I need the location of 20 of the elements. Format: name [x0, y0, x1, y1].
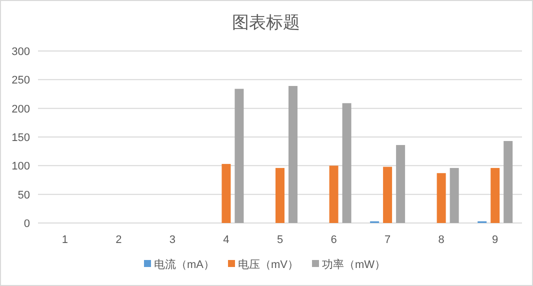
- x-tick-label: 8: [438, 234, 444, 246]
- x-tick-label: 2: [116, 234, 122, 246]
- x-tick-label: 4: [223, 234, 230, 246]
- y-tick-label: 100: [12, 160, 30, 173]
- x-tick-label: 7: [384, 234, 391, 246]
- chart-title: 图表标题: [232, 13, 300, 32]
- legend-label: 电流（mA）: [154, 258, 214, 271]
- x-tick-label: 5: [276, 234, 284, 246]
- y-tick-label: 150: [12, 132, 30, 144]
- x-tick-label: 1: [62, 234, 68, 246]
- legend-label: 电压（mV）: [238, 258, 298, 271]
- legend-label: 功率（mW）: [322, 258, 386, 271]
- y-tick-label: 0: [24, 218, 30, 230]
- y-tick-label: 200: [12, 103, 30, 116]
- x-tick-label: 3: [169, 234, 176, 246]
- x-tick-label: 9: [492, 234, 498, 246]
- y-tick-label: 250: [12, 74, 30, 87]
- x-tick-label: 6: [330, 234, 337, 246]
- y-tick-label: 300: [12, 46, 30, 58]
- y-tick-label: 50: [18, 189, 30, 202]
